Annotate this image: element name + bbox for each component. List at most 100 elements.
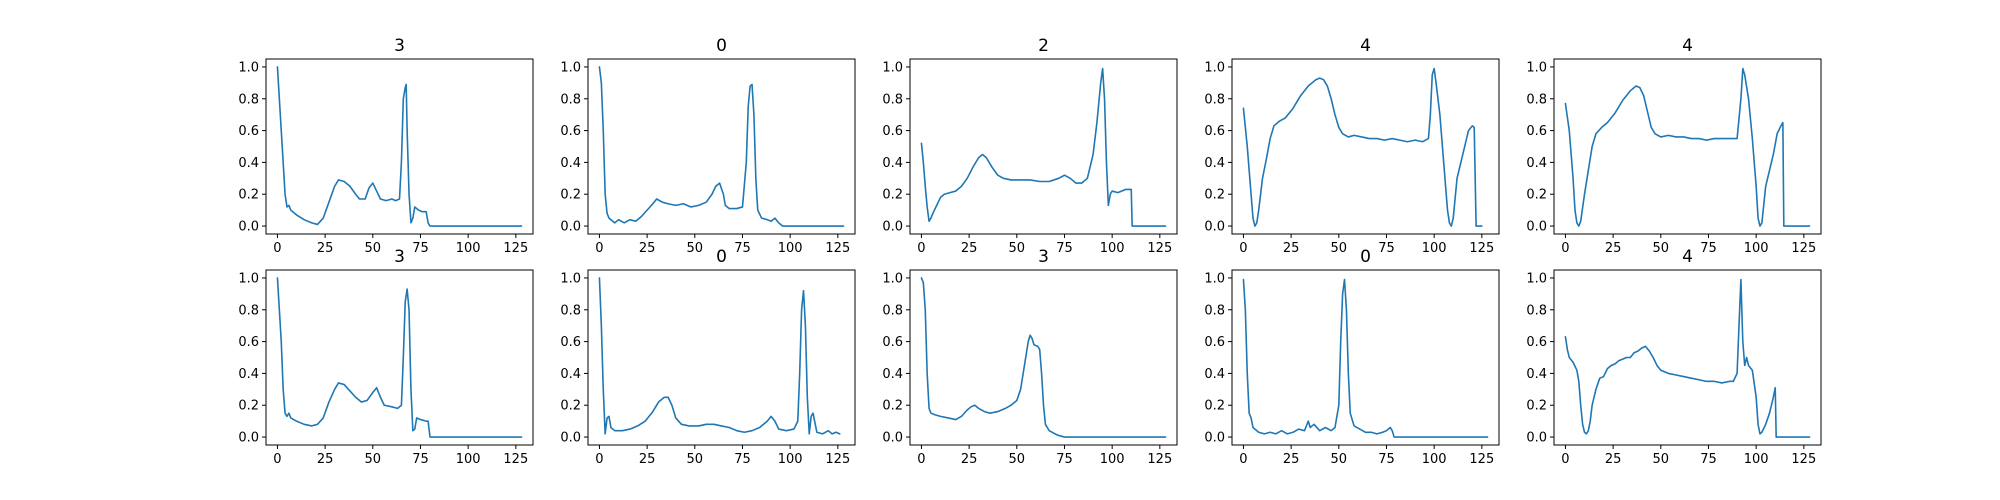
y-tick-label: 1.0 — [1204, 60, 1225, 75]
axes-frame — [587, 58, 856, 235]
y-tick-label: 0.6 — [1526, 124, 1547, 139]
y-tick-label: 0.6 — [882, 124, 903, 139]
y-tick-label: 0.6 — [882, 335, 903, 350]
y-tick-label: 0.8 — [1204, 303, 1225, 318]
y-tick-label: 0.8 — [1526, 303, 1547, 318]
x-tick-label: 75 — [1378, 452, 1395, 467]
axes-frame — [1231, 269, 1500, 446]
y-tick-label: 1.0 — [1204, 271, 1225, 286]
y-tick-label: 0.0 — [1526, 220, 1547, 235]
x-tick-label: 25 — [961, 452, 978, 467]
axes-frame — [1553, 58, 1822, 235]
x-tick-label: 25 — [317, 452, 334, 467]
data-line — [276, 277, 523, 438]
y-tick-label: 0.8 — [238, 92, 259, 107]
y-tick-label: 0.6 — [1526, 335, 1547, 350]
x-tick-label: 0 — [595, 452, 603, 467]
subplot-title: 0 — [716, 36, 727, 56]
x-tick-label: 75 — [1378, 241, 1395, 256]
x-tick-label: 25 — [1283, 241, 1300, 256]
data-line — [276, 66, 523, 227]
y-tick-label: 0.2 — [882, 399, 903, 414]
x-tick-label: 100 — [1744, 241, 1769, 256]
x-tick-label: 125 — [1791, 241, 1816, 256]
subplot-1: 3 0 25 50 75 100 125 0.0 0.2 0.4 0.6 0.8 1.0 — [238, 36, 534, 256]
subplot-8: 3 0 25 50 75 100 125 0.0 0.2 0.4 0.6 0.8 1.0 — [882, 247, 1178, 467]
x-tick-label: 50 — [1009, 452, 1026, 467]
x-tick-label: 100 — [1100, 241, 1125, 256]
axes-frame — [909, 269, 1178, 446]
y-tick-label: 0.0 — [882, 220, 903, 235]
y-tick-label: 0.2 — [238, 399, 259, 414]
x-tick-label: 125 — [1147, 241, 1172, 256]
subplot-6: 3 0 25 50 75 100 125 0.0 0.2 0.4 0.6 0.8 1.0 — [238, 247, 534, 467]
y-tick-label: 0.4 — [1204, 156, 1225, 171]
x-tick-label: 75 — [1700, 241, 1717, 256]
x-tick-label: 75 — [412, 452, 429, 467]
x-tick-label: 0 — [917, 452, 925, 467]
x-tick-label: 100 — [456, 452, 481, 467]
y-tick-label: 1.0 — [560, 60, 581, 75]
subplot-10: 4 0 25 50 75 100 125 0.0 0.2 0.4 0.6 0.8 1.0 — [1526, 247, 1822, 467]
y-tick-label: 0.0 — [560, 431, 581, 446]
y-tick-label: 0.2 — [560, 188, 581, 203]
y-tick-label: 1.0 — [560, 271, 581, 286]
data-line — [598, 277, 841, 435]
y-tick-label: 0.0 — [560, 220, 581, 235]
y-tick-label: 0.6 — [238, 124, 259, 139]
x-tick-label: 50 — [1331, 452, 1348, 467]
y-tick-label: 1.0 — [238, 60, 259, 75]
axes-frame — [909, 58, 1178, 235]
x-tick-label: 0 — [595, 241, 603, 256]
y-tick-label: 0.2 — [1526, 399, 1547, 414]
y-tick-label: 0.4 — [1526, 367, 1547, 382]
y-tick-label: 0.6 — [560, 335, 581, 350]
axes-frame — [265, 269, 534, 446]
y-tick-label: 0.8 — [1526, 92, 1547, 107]
y-tick-label: 0.0 — [1526, 431, 1547, 446]
y-tick-label: 0.4 — [560, 156, 581, 171]
x-tick-label: 125 — [503, 452, 528, 467]
x-tick-label: 0 — [273, 241, 281, 256]
subplot-title: 2 — [1038, 36, 1049, 56]
x-tick-label: 0 — [1561, 241, 1569, 256]
subplot-4: 4 0 25 50 75 100 125 0.0 0.2 0.4 0.6 0.8 1.0 — [1204, 36, 1500, 256]
y-tick-label: 0.2 — [1204, 188, 1225, 203]
y-tick-label: 0.4 — [882, 156, 903, 171]
y-tick-label: 0.8 — [238, 303, 259, 318]
x-tick-label: 25 — [1605, 241, 1622, 256]
data-line — [598, 66, 845, 227]
y-tick-label: 1.0 — [882, 60, 903, 75]
subplot-2: 0 0 25 50 75 100 125 0.0 0.2 0.4 0.6 0.8 1.0 — [560, 36, 856, 256]
y-tick-label: 0.2 — [1204, 399, 1225, 414]
x-tick-label: 0 — [917, 241, 925, 256]
x-tick-label: 50 — [365, 241, 382, 256]
y-tick-label: 0.4 — [1526, 156, 1547, 171]
x-tick-label: 125 — [825, 241, 850, 256]
x-tick-label: 0 — [273, 452, 281, 467]
subplot-title: 0 — [1360, 247, 1371, 267]
x-tick-label: 125 — [825, 452, 850, 467]
y-tick-label: 1.0 — [1526, 271, 1547, 286]
y-tick-label: 0.4 — [560, 367, 581, 382]
subplot-5: 4 0 25 50 75 100 125 0.0 0.2 0.4 0.6 0.8 1.0 — [1526, 36, 1822, 256]
x-tick-label: 0 — [1561, 452, 1569, 467]
y-tick-label: 1.0 — [238, 271, 259, 286]
x-tick-label: 75 — [412, 241, 429, 256]
y-tick-label: 1.0 — [882, 271, 903, 286]
y-tick-label: 0.2 — [238, 188, 259, 203]
subplot-title: 4 — [1682, 247, 1693, 267]
x-tick-label: 125 — [1791, 452, 1816, 467]
x-tick-label: 50 — [1009, 241, 1026, 256]
y-tick-label: 0.0 — [1204, 431, 1225, 446]
axes-frame — [1231, 58, 1500, 235]
x-tick-label: 50 — [687, 452, 704, 467]
x-tick-label: 100 — [778, 241, 803, 256]
y-tick-label: 0.2 — [560, 399, 581, 414]
y-tick-label: 0.0 — [238, 220, 259, 235]
y-tick-label: 0.0 — [238, 431, 259, 446]
y-tick-label: 0.6 — [1204, 335, 1225, 350]
y-tick-label: 0.2 — [1526, 188, 1547, 203]
x-tick-label: 100 — [778, 452, 803, 467]
